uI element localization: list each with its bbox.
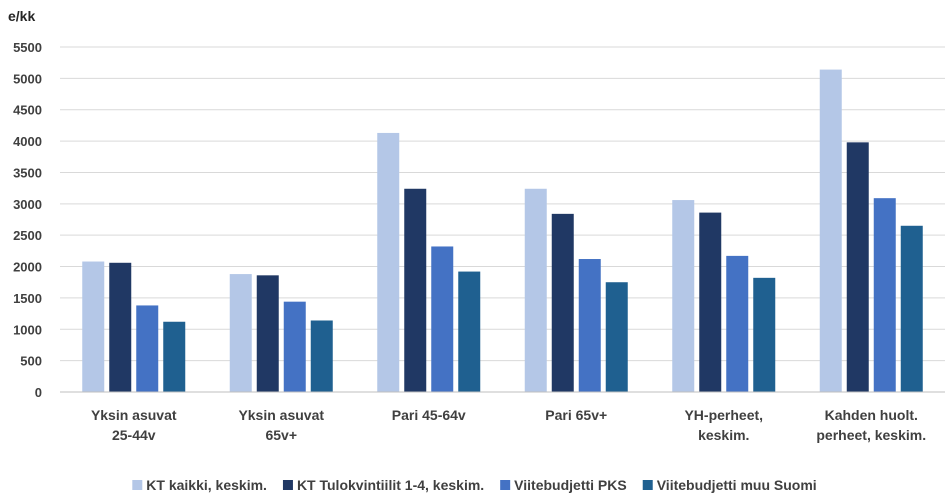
legend-swatch xyxy=(282,480,293,490)
bar xyxy=(672,200,695,392)
legend-swatch xyxy=(500,480,511,490)
bar xyxy=(256,275,279,392)
y-tick-label: 2500 xyxy=(13,228,42,243)
bar xyxy=(846,142,869,392)
bar xyxy=(82,261,105,392)
bar xyxy=(819,69,842,392)
legend: KT kaikki, keskim. KT Tulokvintiilit 1-4,… xyxy=(132,477,817,493)
bar xyxy=(458,271,481,392)
bar xyxy=(605,282,628,392)
legend-label: KT Tulokvintiilit 1-4, keskim. xyxy=(297,477,484,493)
y-tick-label: 3000 xyxy=(13,197,42,212)
bar xyxy=(431,246,454,392)
bar xyxy=(310,320,333,392)
y-tick-label: 1500 xyxy=(13,291,42,306)
x-category-label: YH-perheet, keskim. xyxy=(684,407,763,443)
legend-label: Viitebudjetti PKS xyxy=(514,477,627,493)
bar xyxy=(524,188,547,392)
bar xyxy=(753,277,776,392)
x-category-label: Pari 65v+ xyxy=(545,407,607,423)
legend-item: KT Tulokvintiilit 1-4, keskim. xyxy=(282,477,484,493)
y-tick-label: 5000 xyxy=(13,71,42,86)
x-category-label: Kahden huolt. perheet, keskim. xyxy=(816,407,926,443)
bar xyxy=(699,212,722,392)
y-tick-label: 1000 xyxy=(13,322,42,337)
legend-label: Viitebudjetti muu Suomi xyxy=(657,477,817,493)
bar xyxy=(163,321,186,392)
bar xyxy=(283,301,306,392)
x-category-label: Yksin asuvat 25-44v xyxy=(91,407,177,443)
y-tick-label: 4000 xyxy=(13,134,42,149)
y-tick-label: 5500 xyxy=(13,40,42,55)
legend-item: Viitebudjetti muu Suomi xyxy=(642,477,817,493)
legend-item: Viitebudjetti PKS xyxy=(500,477,627,493)
bar xyxy=(377,132,400,392)
y-axis-label: e/kk xyxy=(8,8,35,24)
y-tick-label: 500 xyxy=(20,354,42,369)
legend-item: KT kaikki, keskim. xyxy=(132,477,267,493)
x-category-label: Yksin asuvat 65v+ xyxy=(238,407,324,443)
gridlines xyxy=(60,46,945,362)
bars xyxy=(82,69,923,392)
bar xyxy=(578,259,601,392)
y-tick-label: 2000 xyxy=(13,260,42,275)
bar xyxy=(551,213,574,392)
legend-swatch xyxy=(642,480,653,490)
y-tick-label: 3500 xyxy=(13,165,42,180)
bar xyxy=(109,262,132,392)
x-axis-categories: Yksin asuvat 25-44v Yksin asuvat 65v+ Pari 4… xyxy=(91,407,926,443)
bar xyxy=(900,225,923,392)
y-tick-label: 0 xyxy=(35,385,42,400)
x-category-label: Pari 45-64v xyxy=(392,407,466,423)
bar xyxy=(404,188,427,392)
y-tick-label: 4500 xyxy=(13,103,42,118)
bar xyxy=(873,198,896,392)
legend-label: KT kaikki, keskim. xyxy=(146,477,267,493)
bar xyxy=(136,305,159,392)
bar xyxy=(229,274,252,392)
legend-swatch xyxy=(132,480,143,490)
bar xyxy=(726,255,749,392)
y-axis-ticks: 0 500 1000 1500 2000 2500 3000 3500 4000 4500 5000… xyxy=(13,40,42,400)
